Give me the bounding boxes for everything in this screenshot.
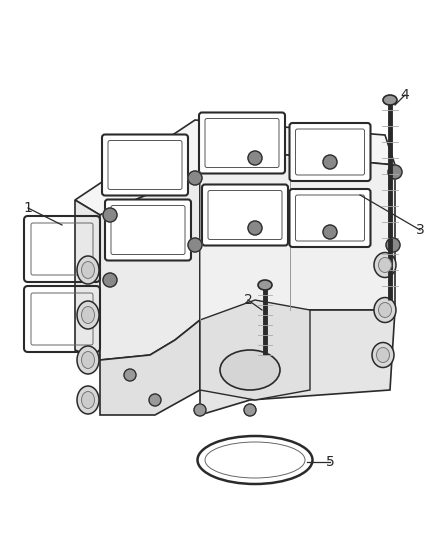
Polygon shape: [200, 310, 395, 415]
Ellipse shape: [374, 297, 396, 322]
Ellipse shape: [374, 253, 396, 278]
Circle shape: [103, 208, 117, 222]
Ellipse shape: [220, 350, 280, 390]
Ellipse shape: [81, 306, 95, 324]
Circle shape: [244, 404, 256, 416]
Circle shape: [248, 221, 262, 235]
FancyBboxPatch shape: [102, 134, 188, 196]
Ellipse shape: [77, 346, 99, 374]
Polygon shape: [200, 300, 310, 400]
Circle shape: [188, 238, 202, 252]
Text: 5: 5: [325, 455, 334, 469]
FancyBboxPatch shape: [290, 189, 371, 247]
Circle shape: [248, 151, 262, 165]
Text: 3: 3: [416, 223, 424, 237]
Ellipse shape: [77, 386, 99, 414]
Text: 1: 1: [24, 201, 32, 215]
FancyBboxPatch shape: [290, 123, 371, 181]
FancyBboxPatch shape: [105, 199, 191, 261]
Circle shape: [124, 369, 136, 381]
Circle shape: [388, 165, 402, 179]
Polygon shape: [75, 200, 100, 360]
Text: 4: 4: [401, 88, 410, 102]
Ellipse shape: [81, 351, 95, 368]
Ellipse shape: [378, 257, 392, 272]
Ellipse shape: [378, 303, 392, 318]
Polygon shape: [100, 172, 200, 360]
Circle shape: [149, 394, 161, 406]
Polygon shape: [100, 320, 200, 415]
Circle shape: [188, 171, 202, 185]
Ellipse shape: [372, 343, 394, 367]
Circle shape: [103, 273, 117, 287]
FancyBboxPatch shape: [199, 112, 285, 174]
Polygon shape: [75, 120, 395, 215]
Ellipse shape: [77, 301, 99, 329]
Circle shape: [194, 404, 206, 416]
Ellipse shape: [81, 392, 95, 408]
Polygon shape: [200, 152, 395, 330]
Circle shape: [323, 155, 337, 169]
Ellipse shape: [77, 256, 99, 284]
Ellipse shape: [383, 95, 397, 105]
Text: 2: 2: [244, 293, 252, 307]
FancyBboxPatch shape: [202, 184, 288, 246]
Ellipse shape: [81, 262, 95, 279]
Circle shape: [323, 225, 337, 239]
Ellipse shape: [258, 280, 272, 290]
Ellipse shape: [377, 348, 389, 362]
Circle shape: [386, 238, 400, 252]
